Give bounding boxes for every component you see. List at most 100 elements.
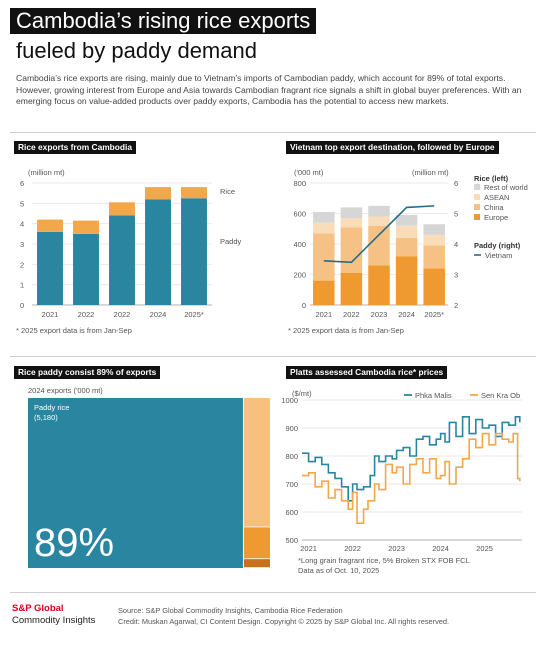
chart2-note: * 2025 export data is from Jan-Sep	[288, 326, 404, 335]
page-title-line2: fueled by paddy demand	[16, 38, 257, 63]
chart3-label-paddy: Paddy rice	[34, 403, 69, 412]
chart1-bar-rice	[145, 187, 171, 200]
chart4-note-line1: *Long grain fragrant rice, 5% Broken STX…	[298, 556, 470, 565]
chart3-title: Rice paddy consist 89% of exports	[14, 366, 161, 379]
chart2-bar-asean	[395, 225, 418, 238]
chart3-tile-parboiled-rice	[243, 559, 270, 568]
chart2-bar-europe	[423, 268, 445, 305]
chart1-y-tick: 5	[20, 199, 24, 208]
chart1-bar-rice	[73, 220, 99, 234]
chart2-legend-swatch	[474, 194, 480, 200]
chart1-bar-paddy	[109, 215, 135, 305]
chart2-x-tick: 2025*	[424, 310, 444, 319]
chart1-legend-paddy: Paddy	[220, 237, 242, 246]
chart4-y-tick: 1000	[281, 396, 298, 405]
chart2-bar-europe	[368, 265, 390, 305]
chart2-y-tick-right: 5	[454, 210, 458, 219]
chart1-bar-rice	[37, 219, 63, 232]
section-divider-top	[10, 132, 536, 133]
export-composition-treemap: 2024 exports ('000 mt) Paddy rice(5,180) 8…	[28, 386, 270, 568]
export-destination-chart: ('000 mt) (million mt) 0 200 400 600 800 2 3 4 5 6 2…	[288, 168, 528, 335]
chart2-legend-heading-left: Rice (left)	[474, 174, 509, 183]
chart1-bar-paddy	[73, 233, 99, 305]
chart4-x-tick: 2023	[388, 544, 405, 553]
chart4-title: Platts assessed Cambodia rice* prices	[286, 366, 448, 379]
chart2-legend-label: China	[484, 203, 504, 212]
chart4-y-tick: 700	[285, 480, 298, 489]
chart2-x-tick: 2024	[398, 310, 415, 319]
chart2-x-tick: 2023	[371, 310, 388, 319]
chart1-y-tick: 6	[20, 179, 24, 188]
chart2-bar-rest-of-world	[368, 205, 390, 217]
chart4-x-tick: 2021	[300, 544, 317, 553]
chart2-bar-china	[368, 225, 390, 266]
chart1-y-tick: 4	[20, 220, 24, 229]
chart1-y-tick: 2	[20, 260, 24, 269]
chart2-y-tick-right: 3	[454, 271, 458, 280]
chart1-title: Rice exports from Cambodia	[14, 141, 137, 154]
chart2-bar-asean	[313, 222, 335, 234]
chart2-bar-asean	[423, 234, 445, 246]
chart4-x-tick: 2022	[344, 544, 361, 553]
chart2-y-tick-left: 0	[302, 301, 306, 310]
chart2-bar-china	[423, 245, 445, 269]
chart2-bar-china	[340, 227, 363, 273]
chart2-y-tick-left: 400	[293, 240, 306, 249]
chart4-x-tick: 2025	[476, 544, 493, 553]
chart4-y-tick: 800	[285, 452, 298, 461]
rice-exports-chart: (million mt) 0 1 2 3 4 5 6 2021 2022 2022 2024 2025*…	[16, 168, 242, 335]
chart3-value-paddy: (5,180)	[34, 413, 58, 422]
chart2-unit-right: (million mt)	[412, 168, 449, 177]
chart3-percent-paddy: 89%	[34, 521, 114, 565]
chart2-x-tick: 2021	[315, 310, 332, 319]
chart1-bar-paddy	[145, 199, 171, 305]
chart3-tile-fragrant-rice	[243, 398, 270, 527]
chart1-x-tick: 2021	[42, 310, 59, 319]
chart2-bar-asean	[340, 218, 363, 228]
chart2-bar-rest-of-world	[313, 211, 335, 223]
chart2-bar-rest-of-world	[395, 215, 418, 226]
chart2-legend-label: Rest of world	[484, 183, 528, 192]
chart1-bar-paddy	[181, 198, 207, 305]
chart2-unit-left: ('000 mt)	[294, 168, 324, 177]
chart2-legend-swatch	[474, 204, 480, 210]
chart4-legend-sen: Sen Kra Ob	[481, 391, 520, 400]
chart2-bar-asean	[368, 216, 390, 226]
chart4-note-line2: Data as of Oct. 10, 2025	[298, 566, 379, 575]
page-title-line1: Cambodia’s rising rice exports	[10, 8, 317, 34]
brand-name: S&P Global	[12, 603, 64, 614]
chart1-bar-rice	[109, 202, 135, 216]
chart2-y-tick-left: 800	[293, 179, 306, 188]
chart2-line-vietnam	[323, 205, 435, 264]
chart1-x-tick: 2022	[114, 310, 131, 319]
chart1-bar-paddy	[37, 231, 63, 305]
chart2-legend-heading-right: Paddy (right)	[474, 241, 521, 250]
chart3-tile-paddy	[28, 398, 243, 568]
intro-paragraph: Cambodia’s rice exports are rising, main…	[16, 73, 522, 107]
chart4-y-tick: 600	[285, 508, 298, 517]
chart2-y-tick-right: 4	[454, 240, 458, 249]
chart2-y-tick-left: 600	[293, 210, 306, 219]
chart2-y-tick-right: 2	[454, 301, 458, 310]
chart2-bar-europe	[313, 280, 335, 305]
rice-prices-chart: ($/mt) 500 600 700 800 900 1000 2021 2022 2023 202…	[281, 389, 522, 575]
chart4-line-sen-kra-ob	[302, 432, 521, 524]
chart2-bar-europe	[395, 256, 418, 305]
chart2-legend-line-label: Vietnam	[485, 251, 512, 260]
chart3-tile-white-rice	[243, 527, 270, 559]
chart1-x-tick: 2024	[150, 310, 167, 319]
chart2-title: Vietnam top export destination, followed…	[286, 141, 499, 154]
chart2-bar-rest-of-world	[340, 207, 363, 219]
chart2-legend-swatch	[474, 184, 480, 190]
chart1-legend-rice: Rice	[220, 187, 235, 196]
chart2-bar-china	[395, 237, 418, 257]
chart2-legend-label: Europe	[484, 213, 508, 222]
source-note: Source: S&P Global Commodity Insights, C…	[118, 606, 343, 615]
chart2-legend-label: ASEAN	[484, 193, 509, 202]
chart2-bar-china	[313, 233, 335, 281]
chart1-x-tick: 2022	[78, 310, 95, 319]
chart2-bar-europe	[340, 272, 363, 305]
section-divider-middle	[10, 356, 536, 357]
chart1-x-tick: 2025*	[184, 310, 204, 319]
brand-division: Commodity Insights	[12, 615, 96, 626]
